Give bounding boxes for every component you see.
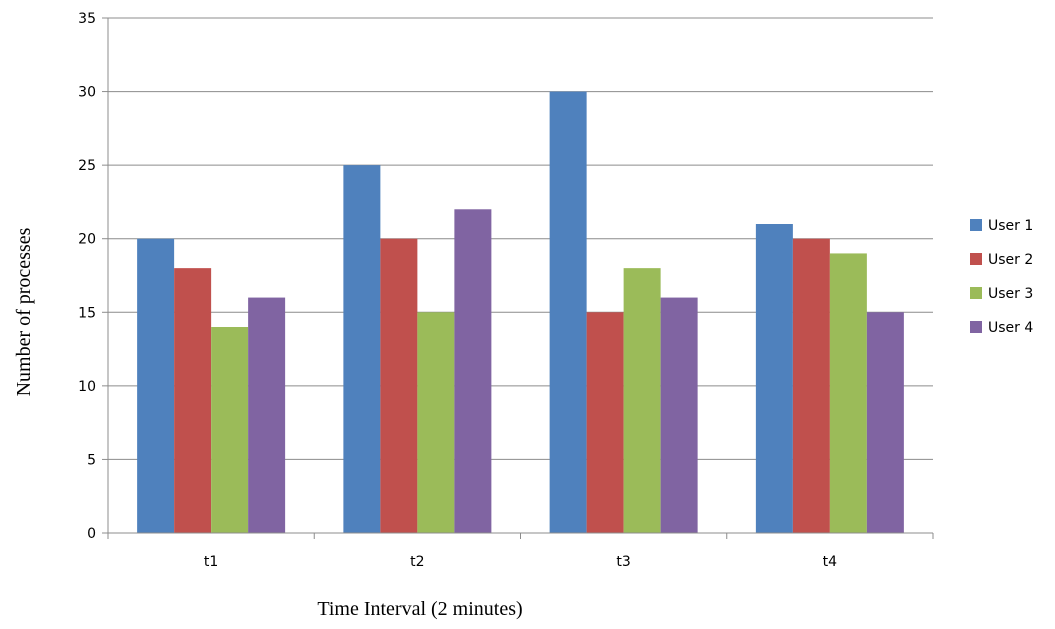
y-tick-label: 30	[78, 85, 96, 101]
legend-label: User 2	[988, 252, 1033, 268]
bar-user-3-t3	[623, 268, 661, 533]
legend-swatch	[970, 253, 982, 265]
bar-user-3-t4	[829, 253, 867, 533]
x-axis-title: Time Interval (2 minutes)	[317, 598, 522, 620]
y-tick-label: 35	[78, 11, 96, 27]
legend-swatch	[970, 321, 982, 333]
bar-user-2-t4	[792, 238, 830, 533]
bar-user-2-t1	[174, 268, 212, 533]
bar-user-4-t1	[248, 297, 286, 533]
legend-label: User 4	[988, 320, 1033, 336]
y-tick-label: 10	[78, 379, 96, 395]
bars	[137, 91, 904, 534]
y-tick-label: 25	[78, 158, 96, 174]
bar-user-2-t2	[380, 238, 418, 533]
bar-user-4-t3	[660, 297, 698, 533]
legend-label: User 3	[988, 286, 1033, 302]
y-tick-label: 0	[87, 526, 96, 542]
bar-user-1-t1	[137, 238, 175, 533]
legend: User 1 User 2 User 3 User 4	[970, 218, 1033, 336]
bar-user-1-t3	[549, 91, 587, 534]
legend-swatch	[970, 219, 982, 231]
bar-user-3-t2	[417, 312, 455, 533]
bar-user-1-t4	[755, 224, 793, 533]
y-tick-labels: 0 5 10 15 20 25 30 35	[78, 11, 96, 542]
x-tick-label: t1	[204, 554, 218, 570]
bar-user-3-t1	[211, 327, 249, 533]
x-tick-label: t3	[616, 554, 630, 570]
legend-swatch	[970, 287, 982, 299]
bar-user-4-t4	[866, 312, 904, 533]
x-tick-label: t4	[823, 554, 837, 570]
bar-user-4-t2	[454, 209, 492, 534]
y-tick-label: 15	[78, 305, 96, 321]
bar-user-1-t2	[343, 165, 381, 533]
y-axis-title: Number of processes	[13, 227, 35, 396]
x-tick-labels: t1 t2 t3 t4	[204, 554, 837, 570]
y-tick-label: 5	[87, 452, 96, 468]
legend-label: User 1	[988, 218, 1033, 234]
bar-user-2-t3	[586, 312, 624, 533]
axes	[107, 18, 934, 539]
y-tick-label: 20	[78, 232, 96, 248]
x-tick-label: t2	[410, 554, 424, 570]
